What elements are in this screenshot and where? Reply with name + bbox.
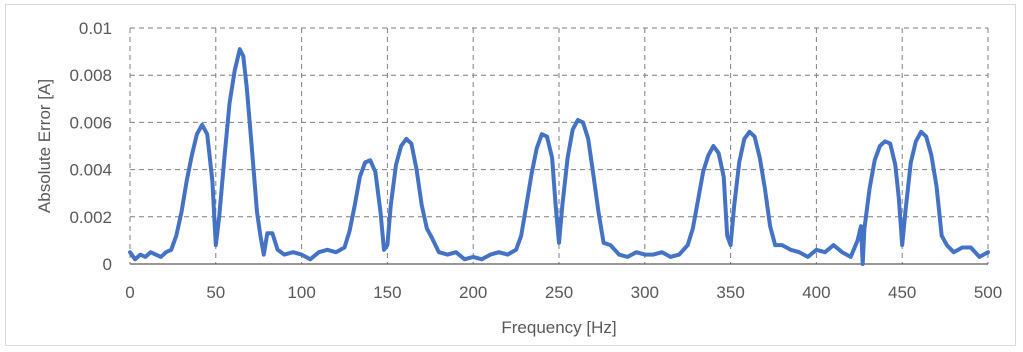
absolute-error-series-line — [128, 47, 990, 266]
x-tick-label: 250 — [545, 283, 573, 302]
x-tick-label: 450 — [888, 283, 916, 302]
y-tick-label: 0.008 — [69, 66, 112, 85]
x-tick-label: 50 — [206, 283, 225, 302]
x-tick-label: 200 — [459, 283, 487, 302]
x-tick-label: 400 — [802, 283, 830, 302]
grid — [130, 27, 989, 264]
axes — [129, 28, 988, 265]
y-tick-label: 0.01 — [79, 19, 112, 38]
x-tick-label: 100 — [287, 283, 315, 302]
y-tick-label: 0 — [103, 255, 112, 274]
x-tick-label: 0 — [125, 283, 134, 302]
tick-labels: 0 0.002 0.004 0.006 0.008 0.01 0 50 100 150 200 250… — [69, 19, 1002, 302]
series-layer — [128, 47, 990, 266]
y-tick-label: 0.004 — [69, 161, 112, 180]
x-axis-title: Frequency [Hz] — [501, 318, 616, 337]
chart-frame — [5, 4, 1016, 346]
y-tick-label: 0.002 — [69, 208, 112, 227]
x-tick-label: 150 — [373, 283, 401, 302]
x-tick-label: 350 — [716, 283, 744, 302]
y-tick-label: 0.006 — [69, 113, 112, 132]
x-tick-label: 500 — [974, 283, 1002, 302]
y-axis-title: Absolute Error [A] — [35, 79, 54, 213]
x-tick-label: 300 — [631, 283, 659, 302]
